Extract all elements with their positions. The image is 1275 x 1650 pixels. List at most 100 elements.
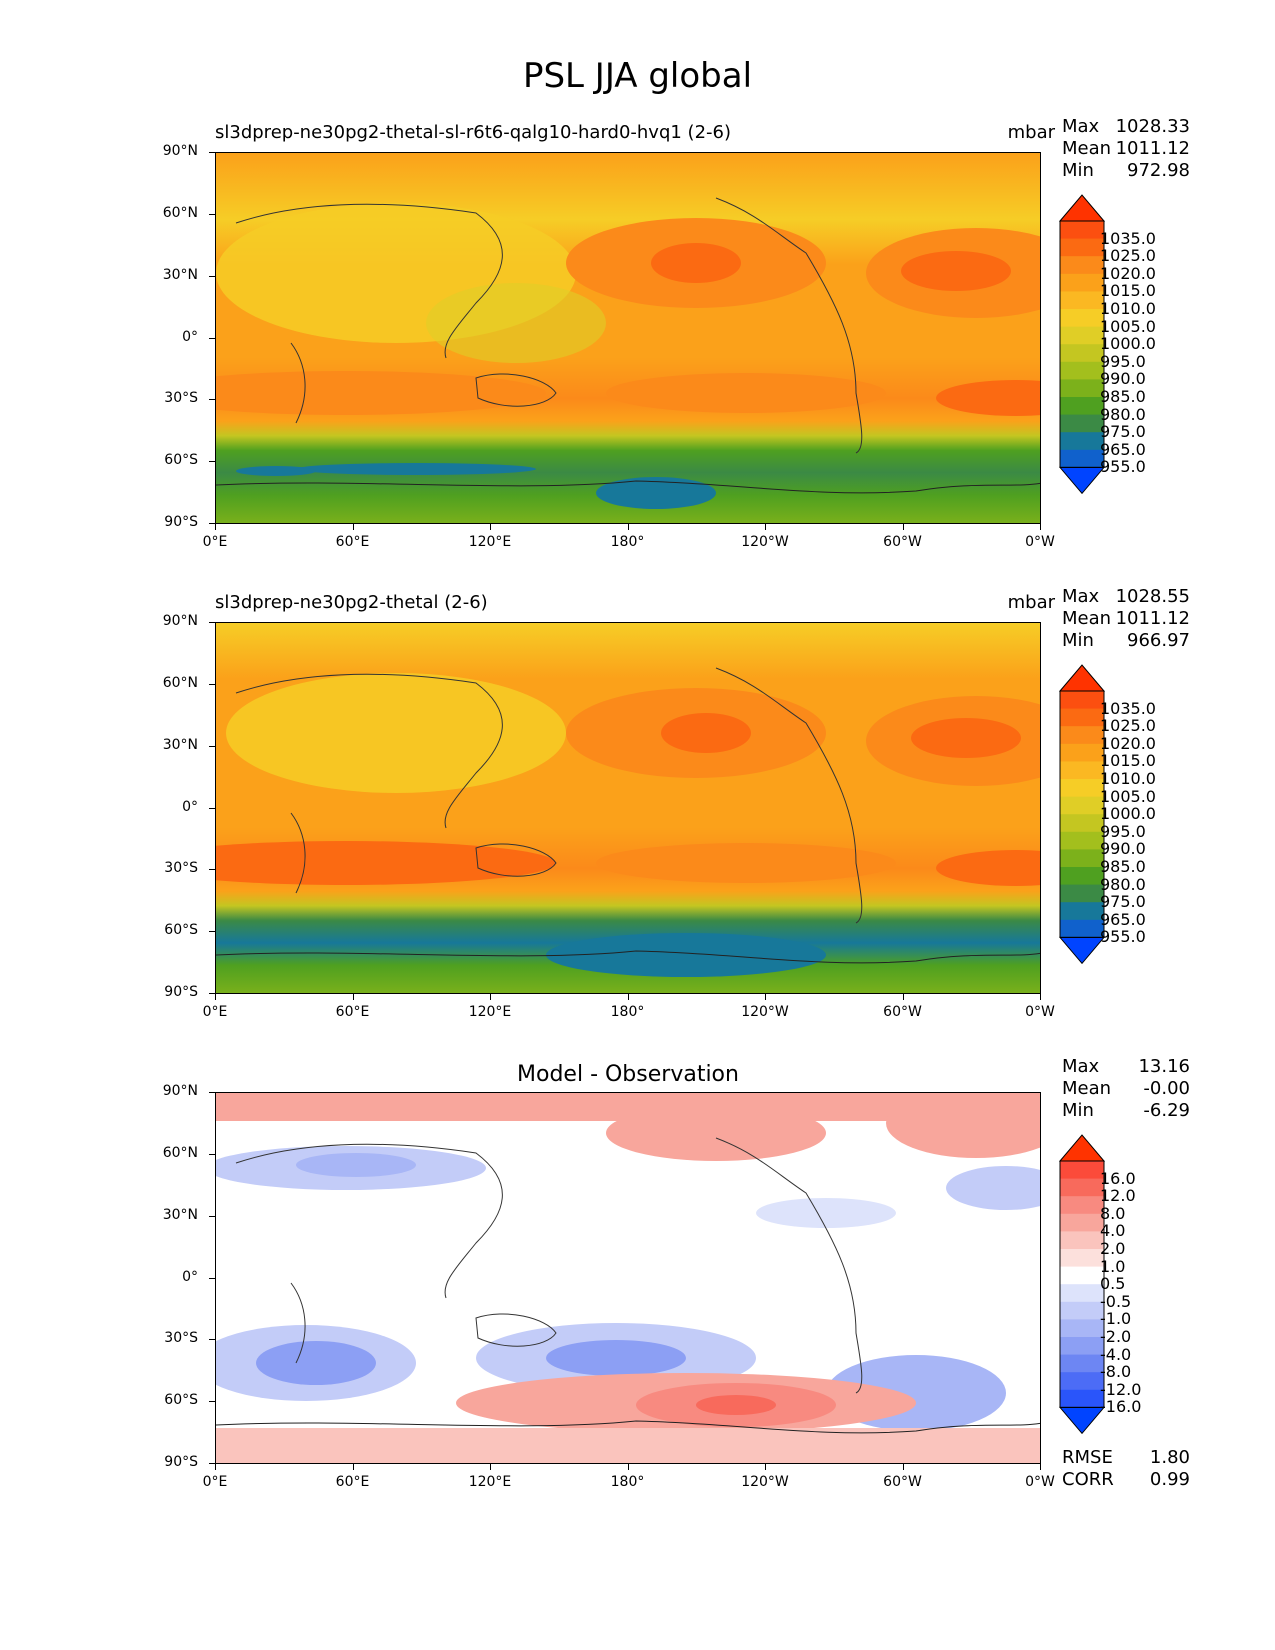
colorbar-cell: [1060, 1337, 1104, 1356]
colorbar-tick-label: 0.5: [1100, 1274, 1126, 1294]
stat-label: Max: [1062, 586, 1100, 607]
colorbar-cell: [1060, 831, 1104, 850]
y-tick-mark: [209, 523, 215, 524]
stat-row: Min 972.98: [1062, 160, 1190, 182]
x-tick-label: 0°W: [1025, 1474, 1055, 1490]
colorbar-tick-label: -2.0: [1100, 1327, 1132, 1346]
x-tick-label: 60°W: [883, 534, 922, 550]
x-tick-label: 180°: [610, 1004, 645, 1020]
y-tick-mark: [209, 461, 215, 463]
colorbar-tick-label: 16.0: [1100, 1168, 1136, 1188]
stat-label: CORR: [1062, 1469, 1114, 1491]
colorbar-cell: [1060, 779, 1104, 798]
colorbar-extend-min: [1058, 1406, 1106, 1435]
colorbar-tick-label: 1010.0: [1100, 299, 1156, 318]
panel-title: sl3dprep-ne30pg2-thetal (2-6): [215, 592, 488, 613]
colorbar-cell: [1060, 726, 1104, 745]
colorbar-tick-label: 12.0: [1100, 1186, 1136, 1206]
colorbar-tick-label: 955.0: [1100, 927, 1146, 947]
colorbar-cell: [1060, 1249, 1104, 1268]
x-tick-label: 60°W: [883, 1474, 922, 1490]
colorbar-tick-label: 1000.0: [1100, 804, 1156, 824]
y-tick-label: 90°S: [164, 514, 198, 530]
colorbar-cell: [1060, 1213, 1104, 1232]
x-tick-mark: [902, 1464, 904, 1470]
x-tick-label: 120°E: [468, 1004, 512, 1020]
colorbar-tick-label: 1015.0: [1100, 281, 1156, 301]
y-tick-mark: [209, 337, 215, 339]
colorbar: [1058, 1134, 1106, 1435]
y-tick-mark: [209, 1153, 215, 1155]
x-tick-mark: [215, 1464, 216, 1470]
x-tick-mark: [215, 994, 216, 1000]
stat-row: RMSE 1.80: [1062, 1447, 1190, 1469]
colorbar-tick-label: -8.0: [1100, 1362, 1132, 1382]
x-tick-label: 120°E: [468, 1474, 512, 1490]
x-tick-mark: [765, 994, 766, 1000]
y-tick-label: 30°N: [162, 266, 198, 283]
y-tick-label: 90°N: [162, 613, 198, 629]
colorbar-tick-label: 1020.0: [1100, 263, 1156, 283]
y-tick-label: 30°S: [164, 390, 198, 407]
x-tick-label: 0°E: [202, 1004, 228, 1020]
stat-label: RMSE: [1062, 1447, 1113, 1469]
colorbar-cell: [1060, 326, 1104, 345]
colorbar-tick-label: 995.0: [1100, 351, 1146, 371]
colorbar-tick-label: 1035.0: [1100, 698, 1156, 718]
colorbar-cell: [1060, 1196, 1104, 1215]
y-tick-label: 60°N: [162, 1144, 198, 1161]
stat-label: Max: [1062, 116, 1100, 137]
x-tick-label: 120°E: [468, 534, 512, 550]
stat-label: Max: [1062, 1056, 1100, 1077]
stat-label: Min: [1062, 160, 1094, 181]
colorbar-tick-label: 1005.0: [1100, 786, 1156, 806]
stat-row: Max 13.16: [1062, 1056, 1190, 1078]
colorbar-tick-label: 1005.0: [1100, 316, 1156, 336]
units-label: mbar: [1007, 122, 1055, 143]
colorbar-cell: [1060, 1178, 1104, 1197]
colorbar-extend-max: [1058, 664, 1106, 692]
colorbar-cell: [1060, 1266, 1104, 1285]
colorbar-cell: [1060, 344, 1104, 363]
units-label: mbar: [1007, 592, 1055, 613]
colorbar-tick-label: 975.0: [1100, 422, 1146, 442]
colorbar-cell: [1060, 1354, 1104, 1373]
y-tick-label: 90°S: [164, 984, 198, 1000]
figure-title: PSL JJA global: [522, 56, 753, 96]
stat-value: -6.29: [1143, 1100, 1190, 1121]
colorbar-cell: [1060, 449, 1104, 468]
stat-value: 1011.12: [1115, 138, 1190, 159]
y-tick-label: 30°S: [164, 860, 198, 877]
colorbar-cell: [1060, 691, 1104, 710]
stat-row: Mean 1011.12: [1062, 138, 1190, 160]
colorbar-cell: [1060, 796, 1104, 815]
colorbar-cell: [1060, 379, 1104, 398]
y-tick-label: 90°N: [162, 1083, 198, 1099]
colorbar-tick-label: 2.0: [1100, 1239, 1126, 1258]
stat-value: 966.97: [1127, 630, 1190, 651]
stat-value: -0.00: [1143, 1078, 1190, 1099]
map-plot: [215, 622, 1041, 994]
x-tick-mark: [1040, 1464, 1041, 1470]
colorbar-cell: [1060, 1319, 1104, 1338]
x-tick-mark: [1040, 524, 1041, 530]
y-tick-mark: [209, 1092, 215, 1093]
stat-row: Min -6.29: [1062, 1100, 1190, 1122]
x-tick-mark: [1040, 994, 1041, 1000]
y-tick-label: 60°S: [164, 922, 198, 939]
colorbar-cell: [1060, 309, 1104, 328]
colorbar-svg: [1058, 1134, 1106, 1435]
colorbar-tick-label: 1020.0: [1100, 733, 1156, 753]
y-tick-label: 0°: [182, 328, 198, 345]
x-tick-label: 0°W: [1025, 1004, 1055, 1020]
colorbar-tick-label: -4.0: [1100, 1344, 1132, 1364]
colorbar-tick-label: -16.0: [1100, 1397, 1142, 1417]
colorbar-cell: [1060, 414, 1104, 433]
x-tick-mark: [902, 994, 904, 1000]
y-tick-mark: [209, 869, 215, 871]
colorbar-cell: [1060, 884, 1104, 903]
colorbar-cell: [1060, 238, 1104, 257]
colorbar-tick-label: 980.0: [1100, 874, 1146, 894]
stat-row: Min 966.97: [1062, 630, 1190, 652]
x-tick-label: 60°E: [335, 534, 370, 550]
